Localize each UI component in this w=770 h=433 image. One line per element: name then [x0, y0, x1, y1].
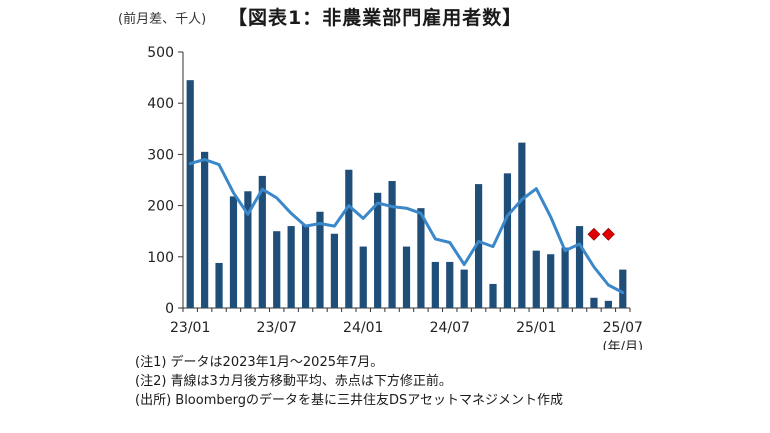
bar — [547, 254, 555, 308]
unit-label: (前月差、千人) — [118, 12, 207, 27]
bar — [446, 261, 454, 308]
bar — [215, 262, 223, 308]
x-tick-label: 23/01 — [170, 320, 210, 336]
bar — [460, 269, 468, 308]
bar — [359, 246, 367, 308]
y-tick-label: 500 — [147, 45, 174, 61]
y-tick-label: 0 — [165, 301, 174, 317]
x-tick-label: 24/07 — [430, 320, 470, 336]
bar — [287, 226, 295, 308]
note-2: (注2) 青線は3カ月後方移動平均、赤点は下方修正前。 — [135, 374, 452, 389]
bar — [273, 231, 281, 308]
note-source: (出所) Bloombergのデータを基に三井住友DSアセットマネジメント作成 — [135, 393, 563, 408]
chart-title: 【図表1：非農業部門雇用者数】 — [228, 7, 523, 29]
bar — [561, 247, 569, 308]
x-tick-label: 23/07 — [257, 320, 297, 336]
pre-revision-marker — [601, 227, 615, 241]
note-1: (注1) データは2023年1月～2025年7月。 — [135, 355, 384, 370]
bar — [619, 269, 627, 308]
bar — [575, 226, 584, 308]
y-tick-label: 300 — [147, 147, 174, 163]
notes: (注1) データは2023年1月～2025年7月。 (注2) 青線は3カ月後方移… — [135, 353, 563, 410]
bar — [532, 250, 540, 308]
bar — [345, 169, 353, 308]
bar — [258, 175, 266, 308]
bar — [244, 191, 252, 308]
bar — [186, 80, 194, 308]
bar — [374, 192, 382, 308]
bar — [604, 300, 612, 308]
bar — [590, 297, 598, 308]
bar — [388, 181, 396, 308]
bar — [201, 151, 209, 308]
bar — [431, 261, 439, 308]
x-axis-unit-label: (年/月) — [603, 340, 644, 350]
bar — [474, 184, 483, 308]
bar — [489, 283, 497, 308]
bar — [417, 208, 425, 308]
bar — [503, 173, 512, 308]
bar — [316, 211, 324, 308]
bar — [301, 225, 310, 308]
y-tick-label: 100 — [147, 250, 174, 266]
moving-average-line — [188, 158, 625, 295]
bar — [518, 142, 526, 308]
x-tick-label: 25/07 — [603, 320, 643, 336]
x-tick-label: 25/01 — [516, 320, 556, 336]
chart: 0 100 200 300 400 500 23/01 23/07 24/01 24/07 25/0… — [147, 45, 644, 350]
bar — [330, 233, 339, 308]
y-tick-label: 200 — [147, 199, 174, 215]
bar — [229, 196, 238, 308]
x-tick-label: 24/01 — [343, 320, 383, 336]
pre-revision-marker — [587, 227, 601, 241]
y-tick-label: 400 — [147, 96, 174, 112]
bar — [402, 246, 411, 308]
